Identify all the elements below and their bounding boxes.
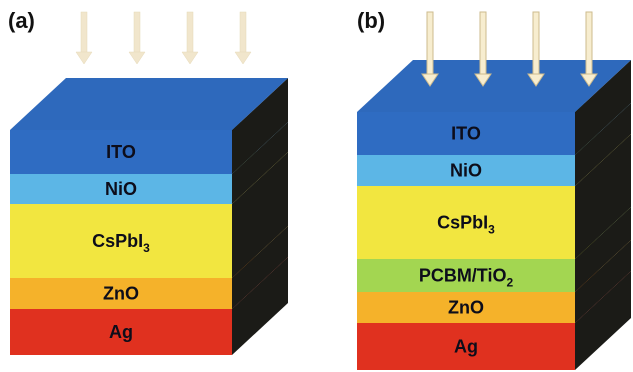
layer-side-face: [575, 207, 631, 292]
layer-label: PCBM/TiO2: [419, 266, 514, 290]
layer-side-face: [575, 103, 631, 186]
layer-label: NiO: [450, 161, 482, 181]
layer-front-face: [10, 204, 232, 278]
layer-front-face: [357, 112, 575, 155]
layer-front-face: [10, 174, 232, 204]
layer-label: NiO: [105, 179, 137, 199]
layer-side-face: [575, 271, 631, 370]
light-arrow-icon: [421, 11, 439, 87]
layer-label: ZnO: [448, 298, 484, 318]
layer-side-face: [575, 240, 631, 323]
layer-front-face: [357, 323, 575, 370]
layer-front-face: [357, 292, 575, 323]
layer-front-face: [357, 186, 575, 259]
layer-front-face: [357, 259, 575, 292]
light-arrow-icon: [474, 11, 492, 87]
light-arrow-icon: [527, 11, 545, 87]
light-arrow-icon: [580, 11, 598, 87]
layer-ito: ITO: [357, 60, 631, 155]
layer-ito: ITO: [10, 78, 288, 174]
layer-side-face: [232, 122, 288, 204]
panel-b-stack: Ag ZnO PCBM/TiO2 CsPbI3 NiO ITO: [357, 60, 631, 370]
layer-label: CsPbI3: [437, 213, 495, 237]
layer-side-face: [232, 226, 288, 309]
layer-front-face: [10, 309, 232, 355]
layer-side-face: [575, 60, 631, 155]
light-arrow-icon: [181, 11, 199, 65]
layer-label: ZnO: [103, 284, 139, 304]
layer-label: Ag: [454, 337, 478, 357]
light-arrow-icon: [234, 11, 252, 65]
light-arrow-icon: [75, 11, 93, 65]
panel-a-stack: Ag ZnO CsPbI3 NiO ITO: [10, 78, 288, 355]
layer-side-face: [575, 134, 631, 259]
layer-label: Ag: [109, 322, 133, 342]
panel-a-label: (a): [8, 8, 35, 33]
light-arrow-icon: [128, 11, 146, 65]
panel-b-label: (b): [357, 8, 386, 33]
layer-front-face: [10, 278, 232, 309]
layer-side-face: [232, 78, 288, 174]
layer-side-face: [232, 257, 288, 355]
layer-side-face: [232, 152, 288, 278]
layer-label: ITO: [106, 142, 136, 162]
layer-front-face: [10, 130, 232, 174]
layer-label: ITO: [451, 124, 481, 144]
layer-front-face: [357, 155, 575, 186]
layer-top-face: [357, 60, 631, 112]
layer-label: CsPbI3: [92, 231, 150, 255]
layer-top-face: [10, 78, 288, 130]
